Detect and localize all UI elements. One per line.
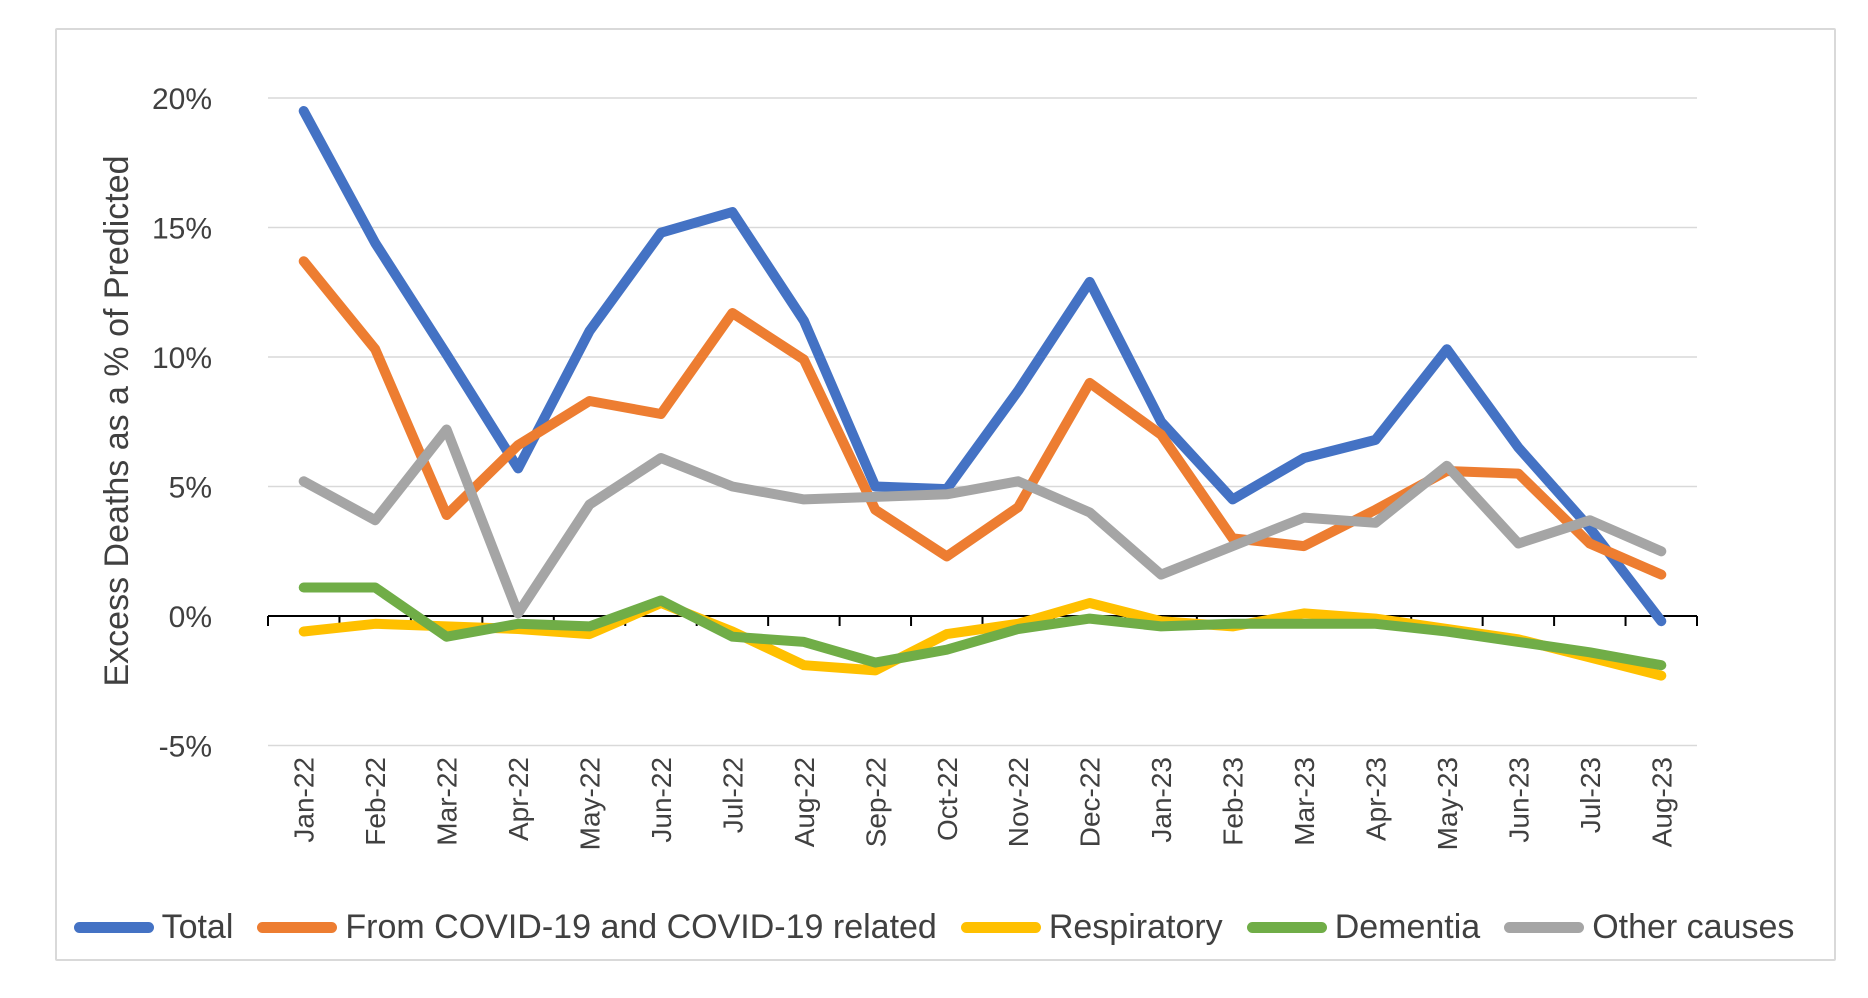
legend-item-respiratory: Respiratory <box>960 907 1223 947</box>
x-tick-label-Dec-22: Dec-22 <box>1075 757 1106 847</box>
x-tick-label-Feb-22: Feb-22 <box>360 757 391 846</box>
legend-swatch-icon <box>257 921 338 933</box>
x-tick-label-Mar-23: Mar-23 <box>1289 757 1320 846</box>
legend-label: Respiratory <box>1048 907 1223 946</box>
series-line-from-covid-19-and-covid-19-related <box>298 256 1667 580</box>
chart-legend: Total From COVID-19 and COVID-19 related R… <box>0 898 1868 956</box>
legend-item-total: Total <box>73 907 234 947</box>
x-tick-label-Apr-23: Apr-23 <box>1360 757 1391 841</box>
gridlines <box>268 97 1697 747</box>
series-lines <box>298 106 1667 681</box>
x-tick-label-Aug-23: Aug-23 <box>1646 757 1677 847</box>
y-axis-tick-labels: 20% 15% 10% 5% 0% -5% <box>152 83 212 764</box>
legend-item-dementia: Dementia <box>1246 907 1481 947</box>
y-tick-label-20: 20% <box>152 83 212 116</box>
x-tick-label-Nov-22: Nov-22 <box>1003 757 1034 847</box>
y-tick-label-5: 5% <box>169 472 212 505</box>
x-tick-label-Jun-23: Jun-23 <box>1503 757 1534 843</box>
y-axis-title: Excess Deaths as a % of Predicted <box>98 155 136 686</box>
y-tick-label-15: 15% <box>152 213 212 246</box>
x-tick-label-May-22: May-22 <box>575 757 606 850</box>
x-tick-label-May-23: May-23 <box>1432 757 1463 850</box>
legend-label: Dementia <box>1334 907 1481 946</box>
x-tick-label-Jan-22: Jan-22 <box>289 757 320 843</box>
legend-swatch-icon <box>73 921 154 933</box>
x-axis-tick-labels: Jan-22 Feb-22 Mar-22 Apr-22 May-22 Jun-22 Jul-… <box>289 757 1678 850</box>
y-tick-label-10: 10% <box>152 342 212 375</box>
legend-label: From COVID-19 and COVID-19 related <box>345 907 937 946</box>
x-tick-label-Sep-22: Sep-22 <box>860 757 891 847</box>
series-line-other-causes <box>298 424 1667 619</box>
legend-swatch-icon <box>1246 921 1327 933</box>
x-tick-label-Oct-22: Oct-22 <box>932 757 963 841</box>
series-line-dementia <box>298 582 1667 671</box>
x-tick-label-Jul-22: Jul-22 <box>717 757 748 833</box>
series-line-total <box>298 106 1667 627</box>
legend-item-other-causes: Other causes <box>1504 908 1794 947</box>
x-tick-label-Aug-22: Aug-22 <box>789 757 820 847</box>
x-tick-label-Feb-23: Feb-23 <box>1218 757 1249 846</box>
legend-item-from-covid-19-and-covid-19-related: From COVID-19 and COVID-19 related <box>257 907 937 947</box>
x-tick-label-Jan-23: Jan-23 <box>1146 757 1177 843</box>
x-tick-label-Jul-23: Jul-23 <box>1575 757 1606 833</box>
x-tick-label-Mar-22: Mar-22 <box>432 757 463 846</box>
x-tick-label-Apr-22: Apr-22 <box>503 757 534 841</box>
legend-label: Total <box>161 907 234 946</box>
x-tick-label-Jun-22: Jun-22 <box>646 757 677 843</box>
legend-swatch-icon <box>960 921 1041 933</box>
y-tick-label-0: 0% <box>169 601 212 634</box>
y-tick-label--5: -5% <box>159 731 212 764</box>
legend-label: Other causes <box>1592 907 1795 946</box>
legend-swatch-icon <box>1504 921 1585 933</box>
